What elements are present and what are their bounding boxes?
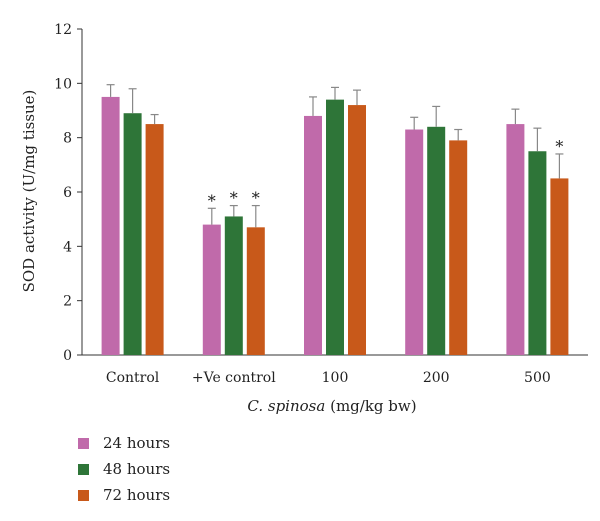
legend: 24 hours 48 hours 72 hours xyxy=(78,430,170,508)
x-tick-label: 200 xyxy=(423,370,450,386)
bar xyxy=(123,113,142,355)
significance-marker: * xyxy=(208,191,216,210)
y-tick-label: 8 xyxy=(63,131,72,147)
y-tick-label: 10 xyxy=(54,76,72,92)
bar xyxy=(449,140,468,355)
bar xyxy=(246,227,265,355)
x-axis-title: C. spinosa (mg/kg bw) xyxy=(247,397,416,415)
bar xyxy=(506,124,525,355)
bar xyxy=(202,224,221,355)
legend-item-72h: 72 hours xyxy=(78,482,170,508)
x-tick-label: Control xyxy=(106,370,160,386)
y-tick-label: 12 xyxy=(54,22,72,38)
x-axis-title-italic: C. spinosa xyxy=(247,397,325,415)
bar xyxy=(326,99,344,355)
x-axis-title-rest: (mg/kg bw) xyxy=(325,397,416,415)
legend-label-24h: 24 hours xyxy=(103,434,171,452)
legend-item-48h: 48 hours xyxy=(78,456,170,482)
x-tick-label: 500 xyxy=(524,370,551,386)
significance-marker: * xyxy=(555,137,563,156)
x-ticks: Control +Ve control 100 200 500 xyxy=(106,370,551,386)
bar xyxy=(427,126,446,355)
x-tick-label: +Ve control xyxy=(192,370,276,386)
bar xyxy=(405,129,424,355)
bar xyxy=(145,124,164,355)
chart: 0 2 4 6 8 10 12 * * * * Control +Ve control 100 200 5… xyxy=(20,22,588,415)
y-tick-label: 2 xyxy=(63,294,72,310)
legend-swatch-24h xyxy=(78,437,89,449)
bar xyxy=(224,216,243,355)
legend-label-72h: 72 hours xyxy=(103,486,171,504)
legend-swatch-72h xyxy=(78,489,89,501)
legend-item-24h: 24 hours xyxy=(78,430,170,456)
y-tick-label: 0 xyxy=(63,348,72,364)
y-ticks: 0 2 4 6 8 10 12 xyxy=(54,22,82,364)
y-tick-label: 4 xyxy=(63,239,72,255)
bars: * * * * xyxy=(101,84,569,356)
x-tick-label: 100 xyxy=(322,370,349,386)
bar xyxy=(304,115,322,355)
legend-label-48h: 48 hours xyxy=(103,460,171,478)
significance-marker: * xyxy=(230,189,238,208)
y-axis-title: SOD activity (U/mg tissue) xyxy=(20,90,38,293)
bar xyxy=(101,96,120,356)
bar xyxy=(528,151,547,355)
bar xyxy=(348,105,366,355)
significance-marker: * xyxy=(252,189,260,208)
y-tick-label: 6 xyxy=(63,185,72,201)
legend-swatch-48h xyxy=(78,463,89,475)
bar xyxy=(550,178,569,355)
